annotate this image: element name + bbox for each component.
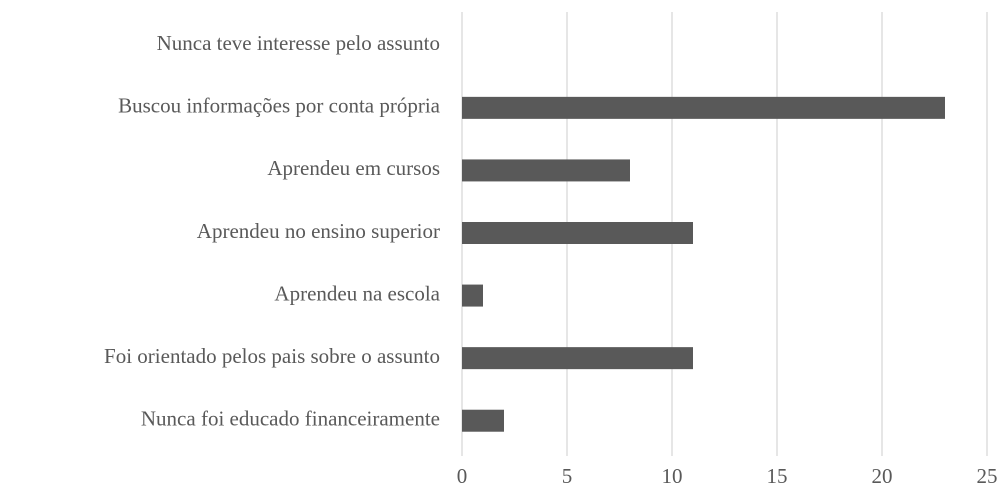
y-tick-label: Buscou informações por conta própria	[118, 94, 441, 118]
bar	[462, 96, 945, 119]
bar	[462, 347, 693, 370]
x-tick-label: 20	[872, 464, 893, 488]
x-tick-label: 25	[977, 464, 998, 488]
bar	[462, 222, 693, 244]
y-tick-label: Nunca teve interesse pelo assunto	[157, 31, 440, 55]
y-tick-label: Aprendeu no ensino superior	[197, 219, 440, 243]
x-tick-label: 10	[662, 464, 683, 488]
y-tick-label: Aprendeu na escola	[274, 281, 440, 305]
x-tick-label: 15	[767, 464, 788, 488]
bar	[462, 159, 630, 182]
y-tick-label: Foi orientado pelos pais sobre o assunto	[104, 344, 440, 368]
bar	[462, 409, 504, 432]
x-tick-label: 0	[457, 464, 468, 488]
x-tick-label: 5	[562, 464, 573, 488]
y-tick-label: Nunca foi educado financeiramente	[141, 407, 440, 431]
y-tick-label: Aprendeu em cursos	[267, 156, 440, 180]
bar	[462, 284, 483, 307]
